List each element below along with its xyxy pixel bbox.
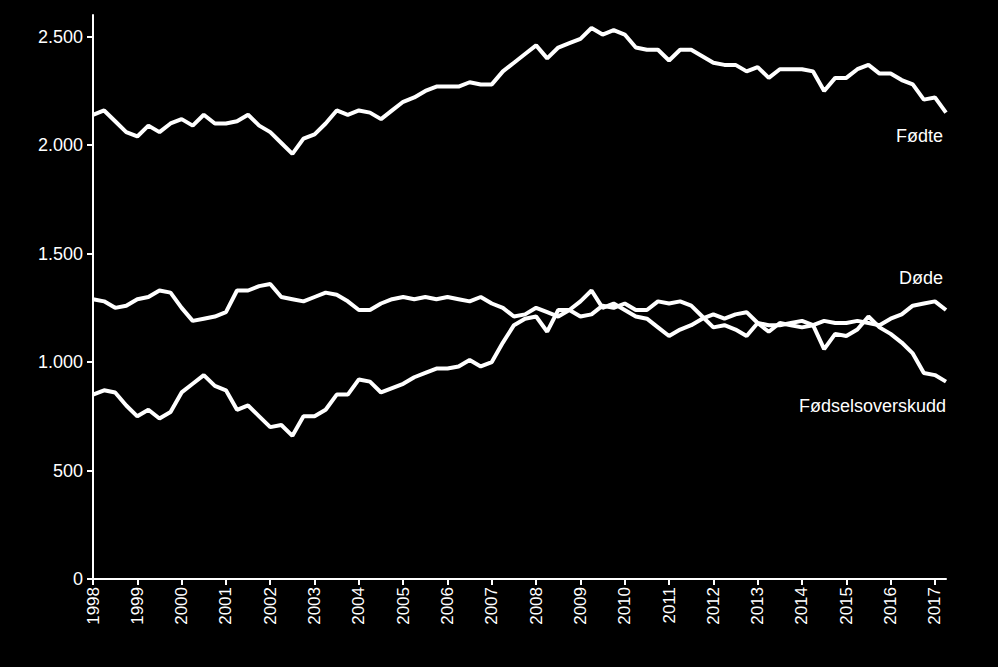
svg-text:1.500: 1.500	[38, 244, 83, 264]
svg-text:2012: 2012	[704, 587, 723, 625]
svg-text:2016: 2016	[881, 587, 900, 625]
svg-text:Døde: Døde	[899, 268, 943, 288]
svg-text:2001: 2001	[216, 587, 235, 625]
svg-text:2017: 2017	[925, 587, 944, 625]
svg-text:2.000: 2.000	[38, 135, 83, 155]
svg-text:2015: 2015	[837, 587, 856, 625]
svg-text:2.500: 2.500	[38, 27, 83, 47]
svg-text:Fødselsoverskudd: Fødselsoverskudd	[799, 396, 946, 416]
svg-text:2011: 2011	[660, 587, 679, 624]
svg-text:2005: 2005	[394, 587, 413, 625]
svg-text:1999: 1999	[128, 587, 147, 625]
svg-text:2007: 2007	[482, 587, 501, 625]
svg-text:2014: 2014	[792, 587, 811, 625]
svg-text:2000: 2000	[172, 587, 191, 625]
svg-text:2006: 2006	[438, 587, 457, 625]
svg-text:2003: 2003	[305, 587, 324, 625]
svg-text:2010: 2010	[615, 587, 634, 625]
svg-text:500: 500	[53, 461, 83, 481]
svg-text:2009: 2009	[571, 587, 590, 625]
svg-text:Fødte: Fødte	[896, 126, 943, 146]
svg-text:2002: 2002	[261, 587, 280, 625]
svg-text:2008: 2008	[527, 587, 546, 625]
svg-text:2004: 2004	[349, 587, 368, 625]
svg-text:1.000: 1.000	[38, 352, 83, 372]
svg-text:2013: 2013	[748, 587, 767, 625]
svg-text:1998: 1998	[84, 587, 103, 625]
svg-text:0: 0	[73, 569, 83, 589]
